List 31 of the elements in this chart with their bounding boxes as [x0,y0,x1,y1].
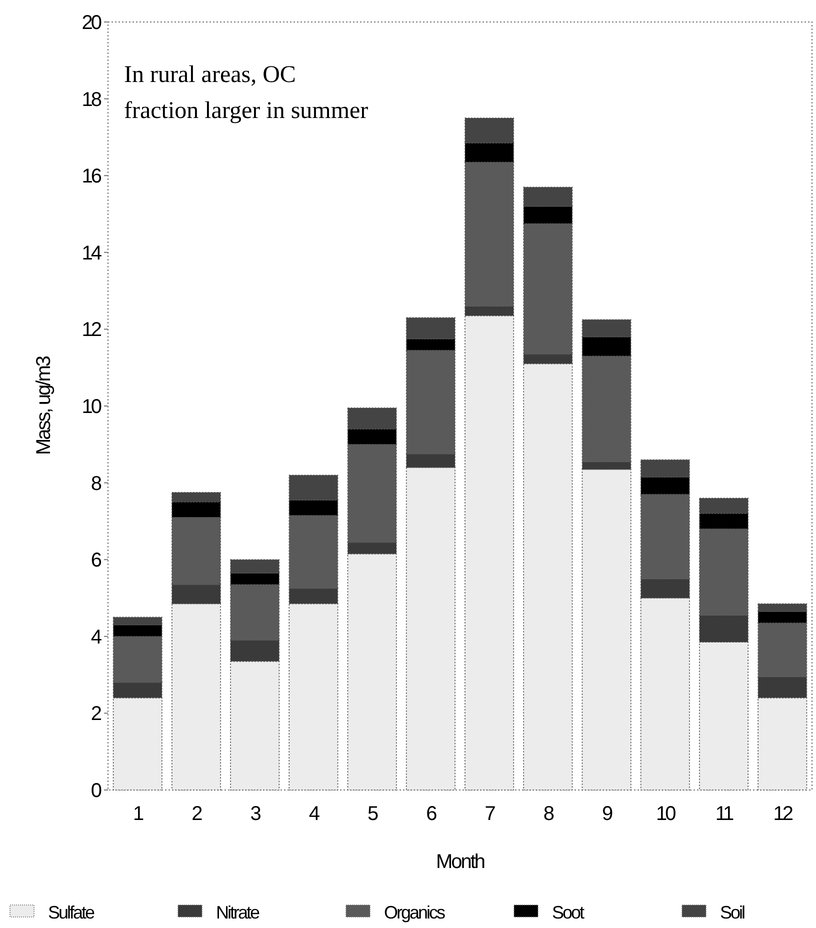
y-axis-title: Mass, ug/m3 [33,356,55,455]
x-tick-label: 6 [426,803,438,825]
y-tick-label: 0 [90,780,102,802]
x-tick-label: 5 [368,803,379,825]
annotation: In rural areas, OC fraction larger in summer [124,62,368,124]
legend-label: Sulfate [48,902,96,922]
x-tick-label: 11 [715,803,734,825]
y-tick-label: 2 [90,703,102,726]
y-tick-label: 8 [90,472,102,495]
legend-label: Organics [384,902,446,922]
x-tick-label: 12 [773,803,794,825]
y-tick-label: 6 [90,550,102,572]
y-tick-label: 12 [82,319,102,342]
x-tick-label: 2 [192,803,203,825]
y-tick-label: 16 [82,166,102,188]
x-tick-label: 1 [133,803,144,825]
x-tick-label: 8 [543,803,554,825]
x-tick-label: 9 [602,803,613,825]
legend-label: Soot [552,902,585,922]
x-tick-label: 7 [484,803,496,825]
x-tick-label: 4 [308,803,320,825]
legend-label: Soil [720,902,745,922]
legend-label: Nitrate [216,902,260,922]
y-tick-label: 18 [82,88,102,111]
x-axis-title: Month [436,851,484,873]
y-tick-label: 14 [82,242,102,264]
y-tick-label: 20 [82,12,102,34]
y-tick-label: 10 [82,396,102,418]
x-tick-label: 3 [250,803,262,825]
y-tick-label: 4 [90,626,102,648]
x-tick-label: 10 [656,803,676,825]
